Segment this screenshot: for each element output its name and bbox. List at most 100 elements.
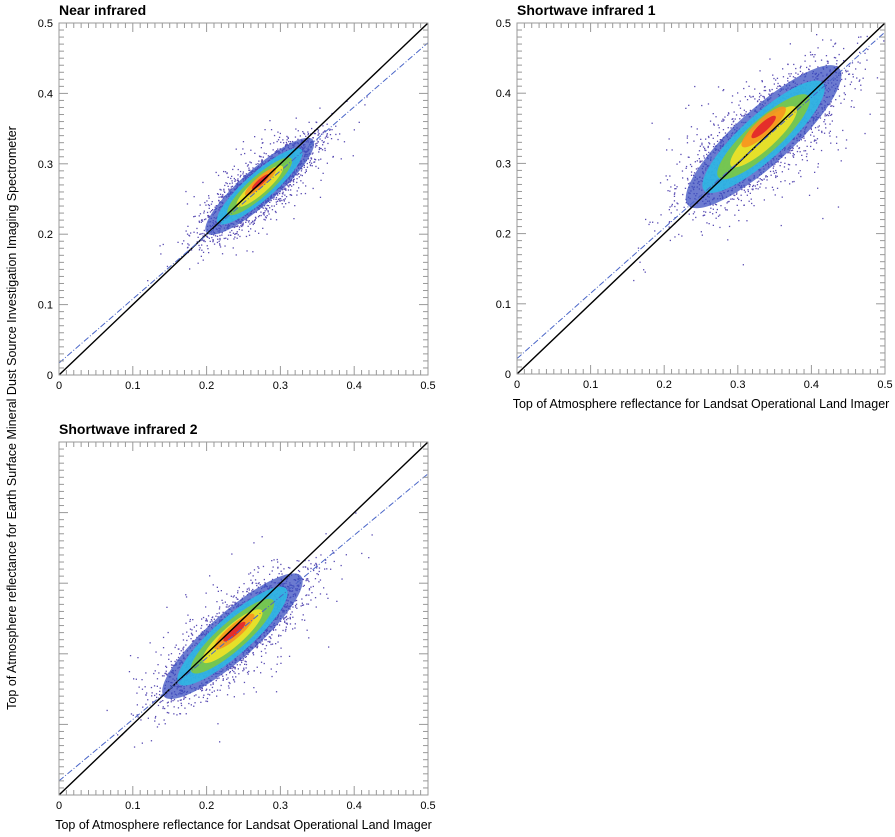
scatter-point [744, 113, 746, 115]
scatter-point [858, 36, 860, 38]
scatter-point [842, 129, 844, 132]
scatter-point [710, 207, 712, 209]
scatter-point [240, 153, 242, 156]
scatter-point [803, 137, 805, 139]
scatter-point [267, 211, 269, 213]
scatter-point [777, 85, 779, 88]
scatter-point [826, 60, 828, 62]
scatter-point [185, 190, 187, 193]
scatter-point [747, 189, 749, 191]
scatter-point [716, 140, 719, 142]
scatter-point [806, 153, 808, 155]
scatter-point [236, 237, 238, 239]
scatter-point [218, 196, 220, 198]
scatter-point [849, 83, 851, 86]
scatter-point [769, 170, 772, 173]
scatter-point [228, 188, 230, 190]
x-tick-label: 0.5 [420, 380, 435, 392]
x-tick-label: 0 [56, 380, 62, 392]
scatter-point [160, 253, 162, 255]
scatter-point [760, 100, 762, 103]
scatter-point [690, 126, 693, 128]
scatter-point [261, 159, 263, 161]
scatter-point [254, 230, 256, 232]
scatter-point [287, 189, 290, 191]
scatter-point [223, 170, 225, 173]
scatter-point [262, 142, 264, 144]
scatter-point [762, 95, 764, 98]
scatter-point [738, 198, 740, 201]
scatter-point [264, 207, 267, 209]
scatter-point [693, 172, 696, 174]
scatter-point [318, 132, 320, 135]
scatter-point [749, 109, 752, 112]
scatter-point [204, 240, 206, 243]
scatter-point [309, 161, 311, 164]
scatter-point [321, 140, 323, 142]
scatter-point [223, 188, 225, 190]
scatter-point [222, 194, 224, 196]
scatter-point [847, 70, 849, 72]
scatter-point [757, 188, 759, 190]
scatter-point [759, 186, 761, 188]
scatter-point [219, 237, 221, 240]
scatter-point [206, 211, 209, 214]
scatter-point [714, 203, 717, 205]
scatter-point [738, 209, 740, 211]
scatter-point [203, 229, 205, 232]
scatter-point [734, 214, 736, 216]
scatter-point [346, 100, 348, 102]
scatter-point [775, 175, 777, 177]
scatter-point [780, 161, 782, 164]
scatter-point [314, 146, 317, 148]
scatter-point [303, 164, 305, 167]
scatter-point [267, 205, 270, 207]
scatter-point [737, 92, 739, 94]
scatter-point [246, 219, 248, 222]
scatter-point [235, 225, 237, 228]
scatter-point [177, 241, 179, 243]
scatter-point [277, 131, 279, 133]
scatter-point [731, 198, 734, 200]
scatter-point [240, 225, 242, 227]
scatter-point [282, 191, 284, 193]
scatter-point [245, 221, 247, 223]
scatter-point [848, 73, 850, 75]
scatter-point [700, 138, 702, 140]
scatter-point [284, 198, 286, 200]
scatter-point [864, 68, 866, 70]
scatter-point [225, 237, 227, 239]
scatter-point [279, 192, 281, 195]
scatter-point [732, 118, 734, 120]
scatter-point [831, 120, 833, 122]
scatter-point [197, 236, 199, 238]
scatter-point [678, 233, 680, 236]
scatter-point [682, 177, 684, 179]
scatter-point [675, 188, 677, 190]
scatter-point [669, 239, 671, 242]
scatter-point [273, 198, 275, 200]
scatter-point [212, 209, 214, 211]
scatter-point [310, 158, 313, 160]
scatter-point [185, 230, 187, 232]
scatter-point [826, 114, 828, 117]
scatter-point [810, 134, 812, 136]
scatter-point [759, 178, 761, 180]
scatter-point [260, 156, 262, 158]
scatter-point [674, 236, 676, 238]
scatter-point [203, 240, 205, 242]
scatter-point [277, 148, 279, 150]
scatter-point [319, 196, 322, 198]
scatter-point [801, 154, 803, 156]
scatter-point [304, 172, 306, 174]
scatter-point [793, 154, 795, 156]
scatter-point [218, 240, 220, 243]
scatter-point [831, 105, 833, 107]
scatter-point [837, 88, 839, 90]
y-tick-label: 0.5 [38, 18, 53, 30]
scatter-point [216, 235, 219, 237]
scatter-point [324, 149, 326, 152]
scatter-point [713, 123, 715, 125]
scatter-point [843, 47, 845, 50]
scatter-point [247, 164, 249, 166]
